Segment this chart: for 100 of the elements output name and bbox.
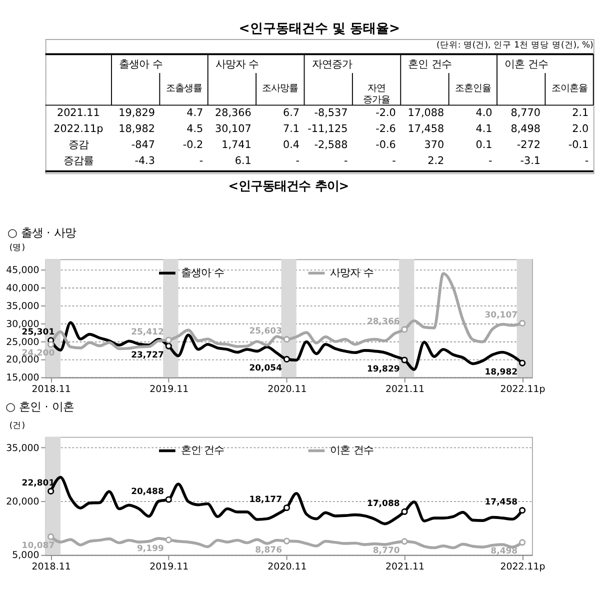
text: - bbox=[344, 155, 348, 168]
x-tick-label: 2020.11 bbox=[268, 384, 307, 395]
text: -11,125 bbox=[308, 123, 348, 136]
text: 8,770 bbox=[510, 107, 540, 120]
text: 19,829 bbox=[118, 107, 155, 120]
text: - bbox=[488, 155, 492, 168]
category-label: 조출생률 bbox=[166, 82, 202, 94]
text: 4.1 bbox=[476, 123, 492, 136]
x-tick-label: 2020.11 bbox=[268, 562, 307, 573]
y-tick-label: 5,000 bbox=[12, 550, 40, 562]
data-label: 8,498 bbox=[490, 546, 518, 557]
point bbox=[165, 496, 172, 503]
point bbox=[48, 488, 54, 495]
category-label: 자연 증가율 bbox=[363, 82, 390, 106]
y-tick-label: 20,000 bbox=[6, 354, 40, 366]
text: 0.4 bbox=[283, 139, 300, 152]
category-label: 혼인 건수 bbox=[408, 58, 452, 70]
point bbox=[401, 326, 408, 333]
legend-label: 출생아 수 bbox=[180, 266, 224, 279]
text: 17,458 bbox=[408, 123, 444, 136]
x-tick-label: 2021.11 bbox=[385, 384, 424, 395]
point bbox=[165, 536, 172, 544]
point bbox=[283, 504, 290, 512]
point bbox=[48, 533, 54, 540]
data-label: 25,603 bbox=[249, 326, 282, 337]
point bbox=[518, 539, 526, 546]
text: - bbox=[392, 155, 396, 168]
text: 8,498 bbox=[510, 123, 540, 136]
category-label: 증감 bbox=[68, 139, 88, 152]
chart-subtitle: ○ 출생 · 사망 bbox=[8, 226, 76, 240]
data-label: 10,087 bbox=[22, 541, 55, 552]
point bbox=[48, 341, 54, 348]
legend-label: 혼인 건수 bbox=[180, 444, 224, 457]
text: 370 bbox=[424, 139, 444, 152]
category-label: 조이혼율 bbox=[551, 82, 588, 94]
text: - bbox=[296, 155, 300, 168]
data-label: 8,876 bbox=[255, 545, 282, 556]
data-label: 25,412 bbox=[131, 327, 164, 338]
text: -3.1 bbox=[520, 155, 540, 168]
text: -847 bbox=[131, 139, 155, 152]
text: 2.0 bbox=[572, 123, 589, 136]
data-label: 17,458 bbox=[484, 498, 518, 508]
y-tick-label: 45,000 bbox=[6, 265, 40, 276]
legend-label: 사망자 수 bbox=[330, 266, 374, 279]
point bbox=[283, 336, 290, 343]
y-tick-label: 25,000 bbox=[6, 336, 40, 348]
data-label: 19,829 bbox=[366, 364, 400, 374]
point bbox=[283, 538, 290, 544]
point bbox=[165, 342, 172, 350]
point bbox=[401, 356, 408, 364]
point bbox=[283, 356, 290, 362]
text: -2.6 bbox=[376, 123, 396, 136]
data-label: 23,727 bbox=[131, 350, 164, 360]
text: (단위: 명(건), 인구 1천 명당 명(건), %) bbox=[436, 40, 594, 51]
text: -0.6 bbox=[376, 139, 396, 152]
text: 6.1 bbox=[234, 155, 252, 168]
data-label: 30,107 bbox=[484, 310, 518, 321]
y-tick-label: 20,000 bbox=[6, 496, 40, 508]
text: - bbox=[584, 155, 589, 168]
category-label: 사망자 수 bbox=[215, 58, 259, 70]
point bbox=[518, 360, 526, 366]
x-tick-label: 2022.11p bbox=[500, 384, 546, 395]
data-label: 20,054 bbox=[249, 364, 282, 374]
text: -2.0 bbox=[376, 107, 396, 120]
text: -8,537 bbox=[314, 107, 348, 120]
data-label: 18,177 bbox=[249, 495, 282, 506]
data-label: 28,366 bbox=[366, 316, 400, 327]
y-axis-title: (명) bbox=[9, 243, 26, 254]
text: -2,588 bbox=[314, 139, 348, 152]
category-label: 출생아 수 bbox=[119, 58, 162, 70]
category-label: 증감률 bbox=[63, 155, 94, 168]
text: 2.1 bbox=[572, 107, 589, 120]
y-tick-label: 35,000 bbox=[6, 301, 40, 312]
point bbox=[401, 538, 408, 545]
x-tick-label: 2018.11 bbox=[32, 384, 71, 395]
category-label: 조사망률 bbox=[262, 82, 298, 94]
text: 6.7 bbox=[283, 107, 300, 120]
text: 17,088 bbox=[408, 107, 444, 120]
chart-title: <인구동태건수 추이> bbox=[228, 179, 350, 194]
y-tick-label: 15,000 bbox=[6, 372, 40, 384]
text: 30,107 bbox=[215, 123, 252, 136]
y-tick-label: 40,000 bbox=[6, 283, 40, 294]
text: 2.2 bbox=[428, 155, 444, 168]
text: -272 bbox=[516, 139, 540, 152]
text: 0.1 bbox=[476, 139, 492, 152]
point bbox=[518, 507, 526, 514]
text: 7.1 bbox=[283, 123, 300, 136]
y-tick-label: 35,000 bbox=[6, 442, 40, 454]
text: -4.3 bbox=[134, 155, 155, 168]
text: 18,982 bbox=[118, 123, 155, 136]
y-axis-title: (건) bbox=[9, 420, 26, 431]
category-label: 자연증가 bbox=[312, 58, 352, 70]
category-label: 2021.11 bbox=[56, 107, 100, 120]
text: 4.7 bbox=[186, 107, 204, 120]
point bbox=[401, 508, 408, 515]
legend-label: 이혼 건수 bbox=[330, 444, 374, 457]
text: 4.5 bbox=[186, 123, 204, 136]
data-label: 18,982 bbox=[484, 367, 518, 378]
text: -0.2 bbox=[182, 139, 204, 152]
point bbox=[165, 336, 172, 344]
